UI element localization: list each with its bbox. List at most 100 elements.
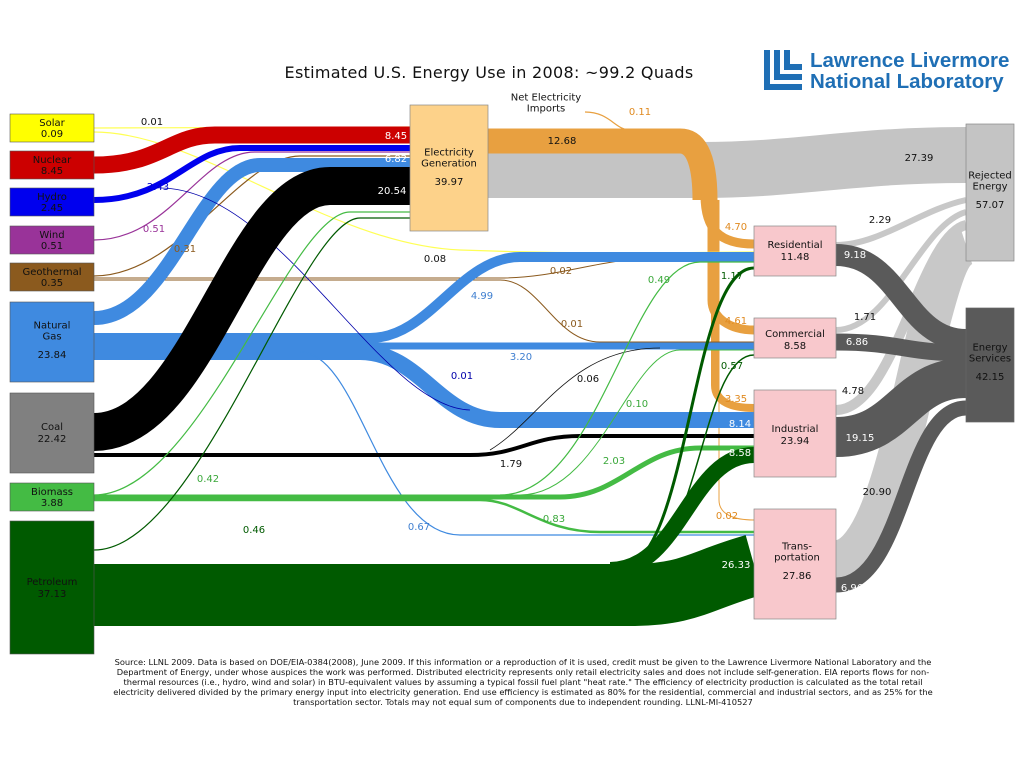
electricity-generation-value: 39.97 — [435, 177, 464, 188]
flow-label: 0.57 — [721, 361, 743, 372]
energy-services-name: Energy Services — [969, 343, 1011, 365]
flow-label: 9.18 — [844, 250, 866, 261]
source-coal: Coal 22.42 — [9, 392, 95, 474]
logo-line-1: Lawrence Livermore — [810, 49, 1010, 72]
flow-coal-generation — [92, 167, 410, 451]
sector-boxes: Residential 11.48 Commercial 8.58 Indust… — [753, 225, 837, 620]
flow-label: 27.39 — [905, 153, 934, 164]
source-petroleum: Petroleum 37.13 — [9, 520, 95, 655]
flow-label: 0.08 — [424, 254, 446, 265]
rejected-energy-name: Rejected Energy — [968, 171, 1012, 193]
flow-commercial-services — [835, 333, 967, 362]
llnl-logo: Lawrence Livermore National Laboratory — [764, 50, 1020, 96]
source-nuclear-value: 8.45 — [41, 166, 63, 177]
flow-label: 3.35 — [725, 394, 747, 405]
sector-industrial-name: Industrial — [772, 424, 819, 435]
flow-nuclear-generation — [93, 126, 410, 174]
source-wind-name: Wind — [39, 230, 64, 241]
flow-layer — [92, 111, 977, 626]
source-biomass-value: 3.88 — [41, 498, 63, 509]
source-boxes: Solar 0.09 Nuclear 8.45 Hydro 2.45 Wind … — [9, 113, 95, 655]
source-hydro-value: 2.45 — [41, 203, 63, 214]
flow-petroleum-generation — [93, 217, 410, 551]
flow-electricity-industrial — [711, 200, 755, 412]
sector-commercial-value: 8.58 — [784, 341, 806, 352]
flow-label: 6.86 — [846, 337, 868, 348]
flow-petroleum-residential — [619, 266, 755, 570]
source-solar: Solar 0.09 — [9, 113, 95, 143]
source-coal-name: Coal — [41, 422, 63, 433]
energy-services-value: 42.15 — [976, 372, 1005, 383]
flow-label: 6.96 — [841, 583, 863, 594]
source-natural-gas-value: 23.84 — [38, 350, 67, 361]
flow-electricity-main — [488, 128, 718, 201]
flow-label: 0.10 — [626, 399, 648, 410]
flow-imports — [584, 111, 631, 131]
sector-commercial-name: Commercial — [765, 329, 825, 340]
source-wind-value: 0.51 — [41, 241, 63, 252]
source-geothermal: Geothermal 0.35 — [9, 262, 95, 292]
source-solar-name: Solar — [39, 118, 65, 129]
sector-residential-value: 11.48 — [781, 252, 810, 263]
flow-label: 1.17 — [721, 271, 743, 282]
sector-residential-name: Residential — [767, 240, 822, 251]
flow-gas-residential — [94, 252, 754, 343]
flow-label: 0.01 — [451, 371, 473, 382]
sector-commercial: Commercial 8.58 — [753, 317, 837, 359]
flow-gas-industrial — [94, 344, 754, 428]
flow-petroleum-commercial — [629, 354, 755, 567]
rejected-energy-value: 57.07 — [976, 200, 1005, 211]
flow-transportation-services — [835, 400, 968, 593]
sector-transportation-value: 27.86 — [783, 571, 812, 582]
diagram-title: Estimated U.S. Energy Use in 2008: ~99.2… — [285, 63, 694, 82]
flow-label: 8.58 — [729, 448, 751, 459]
flow-label: 26.33 — [722, 560, 751, 571]
source-geothermal-name: Geothermal — [22, 267, 81, 278]
flow-label: 20.90 — [863, 487, 892, 498]
flow-petroleum-transportation — [94, 535, 763, 626]
llnl-logo-icon — [764, 50, 802, 90]
flow-label: 0.02 — [716, 511, 738, 522]
flow-label: 0.49 — [648, 275, 670, 286]
output-energy-services: Energy Services 42.15 — [965, 307, 1015, 423]
source-natural-gas: Natural Gas 23.84 — [9, 301, 95, 383]
source-coal-value: 22.42 — [38, 434, 67, 445]
flow-label: 0.46 — [243, 525, 265, 536]
source-hydro: Hydro 2.45 — [9, 187, 95, 217]
source-footnote: Source: LLNL 2009. Data is based on DOE/… — [113, 657, 933, 707]
sector-transportation: Trans-portation 27.86 — [753, 508, 837, 620]
flow-label: 8.14 — [729, 419, 751, 430]
flow-generation-rejected — [488, 127, 967, 198]
flow-label: 8.45 — [385, 131, 407, 142]
electricity-generation-node: Electricity Generation 39.97 — [409, 104, 489, 232]
net-imports-value: 0.11 — [629, 107, 651, 118]
flow-gas-generation — [93, 158, 410, 325]
flow-label: 0.67 — [408, 522, 430, 533]
flow-industrial-services — [834, 358, 968, 457]
flow-hydro-industrial — [159, 187, 471, 411]
sector-transportation-name: Trans-portation — [774, 542, 820, 564]
flow-commercial-rejected — [835, 209, 968, 333]
source-hydro-name: Hydro — [37, 192, 67, 203]
source-geothermal-value: 0.35 — [41, 278, 63, 289]
flow-label: 0.83 — [543, 514, 565, 525]
flow-label: 20.54 — [378, 186, 407, 197]
flow-biomass-generation — [93, 211, 410, 496]
net-imports-label: Net Electricity Imports 0.11 — [511, 93, 651, 119]
source-solar-value: 0.09 — [41, 129, 63, 140]
flow-gas-transportation — [299, 351, 754, 536]
flow-label: 1.71 — [854, 312, 876, 323]
flow-label: 3.20 — [510, 352, 532, 363]
llnl-logo-text: Lawrence Livermore National Laboratory — [810, 50, 1009, 92]
flow-label: 0.06 — [577, 374, 599, 385]
flow-coal-industrial — [94, 434, 754, 457]
flow-label: 0.01 — [141, 117, 163, 128]
source-nuclear-name: Nuclear — [33, 155, 72, 166]
flow-hydro-generation — [93, 145, 410, 203]
flow-biomass-commercial — [519, 349, 754, 496]
source-petroleum-name: Petroleum — [27, 577, 78, 588]
flow-biomass-transportation — [94, 498, 754, 534]
sector-residential: Residential 11.48 — [753, 225, 837, 277]
flow-label: 0.51 — [143, 224, 165, 235]
